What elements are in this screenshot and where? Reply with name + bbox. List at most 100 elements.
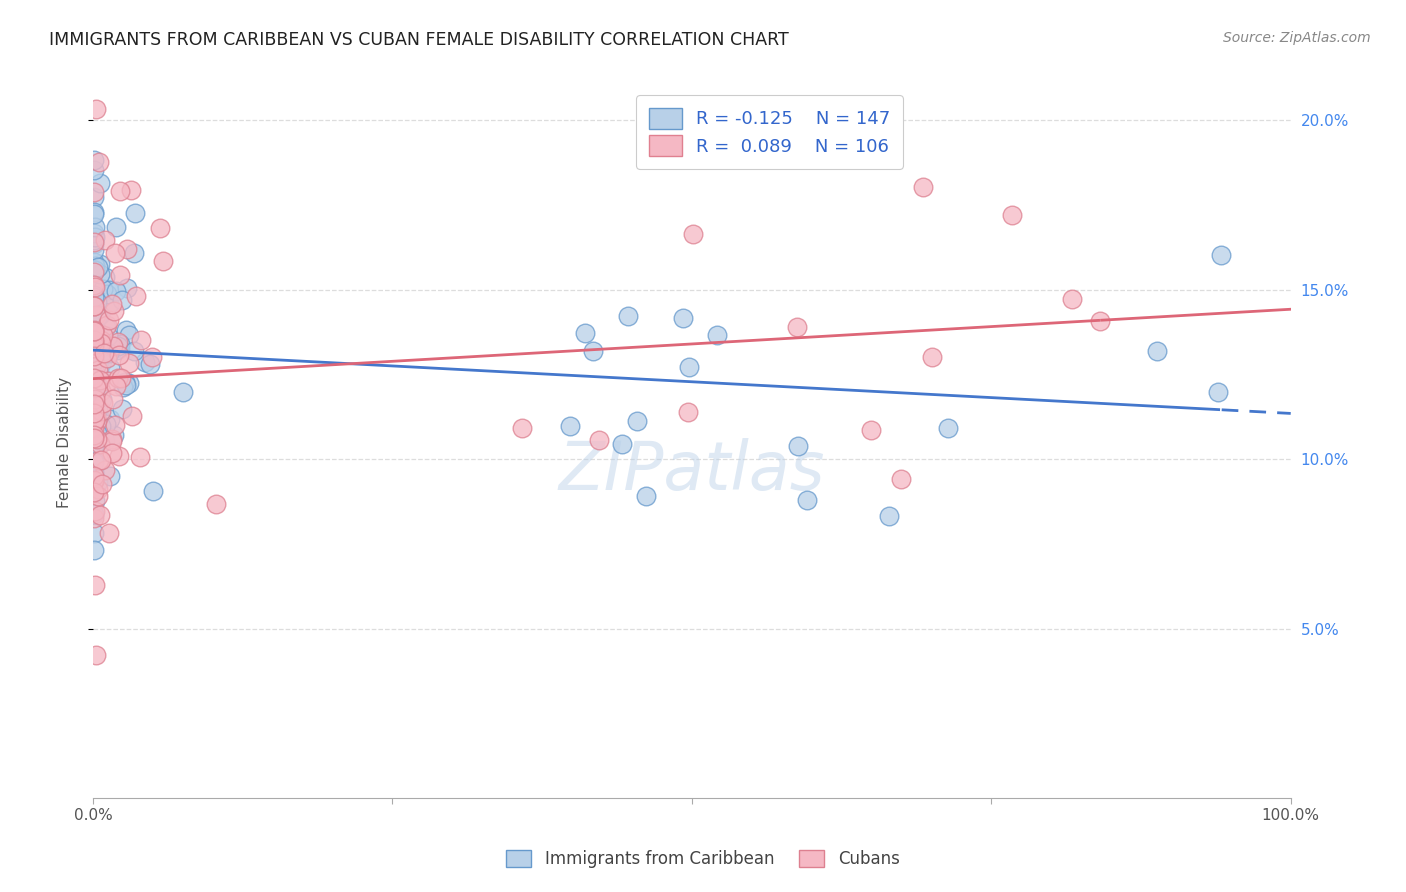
Point bbox=[87, 407, 110, 421]
Point bbox=[107, 370, 129, 384]
Point bbox=[84, 648, 107, 663]
Point bbox=[115, 242, 138, 256]
Point bbox=[672, 311, 695, 326]
Point bbox=[122, 245, 145, 260]
Point bbox=[558, 419, 581, 434]
Point bbox=[83, 318, 105, 333]
Point bbox=[83, 359, 105, 373]
Point bbox=[110, 371, 132, 385]
Point bbox=[129, 333, 152, 347]
Point bbox=[98, 412, 121, 426]
Point bbox=[610, 437, 633, 451]
Point bbox=[104, 220, 127, 235]
Point bbox=[87, 482, 110, 496]
Point bbox=[83, 404, 105, 418]
Point bbox=[83, 469, 105, 483]
Point bbox=[90, 336, 112, 351]
Point bbox=[676, 405, 699, 419]
Point bbox=[83, 334, 105, 349]
Point bbox=[87, 364, 110, 378]
Point bbox=[83, 466, 105, 480]
Point bbox=[83, 364, 105, 378]
Point bbox=[912, 180, 935, 194]
Point bbox=[83, 407, 105, 421]
Point bbox=[93, 346, 115, 360]
Point bbox=[96, 318, 118, 332]
Point bbox=[83, 376, 105, 390]
Point bbox=[87, 362, 110, 376]
Point bbox=[83, 396, 105, 410]
Point bbox=[152, 254, 174, 268]
Point bbox=[706, 328, 728, 343]
Point bbox=[89, 257, 111, 271]
Point bbox=[89, 308, 111, 322]
Point bbox=[83, 348, 105, 362]
Point bbox=[94, 463, 117, 477]
Point bbox=[1001, 208, 1024, 222]
Point bbox=[84, 405, 107, 419]
Point bbox=[103, 339, 125, 353]
Point bbox=[83, 204, 105, 219]
Point bbox=[108, 341, 131, 355]
Point bbox=[172, 384, 194, 399]
Text: IMMIGRANTS FROM CARIBBEAN VS CUBAN FEMALE DISABILITY CORRELATION CHART: IMMIGRANTS FROM CARIBBEAN VS CUBAN FEMAL… bbox=[49, 31, 789, 49]
Point bbox=[83, 341, 105, 355]
Point bbox=[86, 425, 108, 440]
Point bbox=[83, 435, 105, 450]
Point bbox=[84, 380, 107, 394]
Point bbox=[98, 526, 121, 541]
Point bbox=[83, 287, 105, 301]
Point bbox=[83, 207, 105, 221]
Point bbox=[114, 377, 136, 392]
Point bbox=[89, 372, 111, 386]
Point bbox=[86, 402, 108, 417]
Point bbox=[108, 450, 131, 464]
Point bbox=[877, 509, 900, 524]
Point bbox=[616, 310, 638, 324]
Point bbox=[100, 446, 122, 460]
Point bbox=[936, 420, 959, 434]
Point bbox=[104, 379, 127, 393]
Point bbox=[83, 511, 105, 525]
Point bbox=[83, 279, 105, 293]
Point bbox=[83, 415, 105, 429]
Point bbox=[83, 338, 105, 352]
Point bbox=[83, 185, 105, 199]
Point bbox=[94, 417, 117, 432]
Legend: R = -0.125    N = 147, R =  0.089    N = 106: R = -0.125 N = 147, R = 0.089 N = 106 bbox=[637, 95, 903, 169]
Point bbox=[83, 381, 105, 395]
Point bbox=[204, 498, 226, 512]
Point bbox=[94, 434, 117, 448]
Point bbox=[83, 467, 105, 481]
Point bbox=[83, 453, 105, 467]
Point bbox=[87, 154, 110, 169]
Point bbox=[96, 319, 118, 334]
Point bbox=[83, 226, 105, 240]
Point bbox=[139, 358, 162, 372]
Point bbox=[83, 372, 105, 386]
Point bbox=[83, 326, 105, 341]
Point bbox=[83, 254, 105, 268]
Point bbox=[90, 333, 112, 347]
Point bbox=[108, 268, 131, 282]
Point bbox=[83, 504, 105, 518]
Point bbox=[141, 484, 163, 499]
Point bbox=[84, 103, 107, 117]
Point bbox=[94, 233, 117, 247]
Point bbox=[890, 472, 912, 486]
Point bbox=[110, 184, 132, 198]
Point bbox=[83, 299, 105, 313]
Point bbox=[83, 348, 105, 362]
Point bbox=[91, 283, 114, 297]
Point bbox=[118, 356, 141, 370]
Point bbox=[87, 260, 110, 275]
Point bbox=[83, 265, 105, 279]
Point bbox=[118, 376, 141, 390]
Point bbox=[97, 374, 120, 388]
Point bbox=[83, 388, 105, 402]
Point bbox=[86, 309, 108, 323]
Point bbox=[134, 355, 156, 369]
Point bbox=[83, 190, 105, 204]
Point bbox=[110, 401, 132, 416]
Point bbox=[636, 489, 658, 503]
